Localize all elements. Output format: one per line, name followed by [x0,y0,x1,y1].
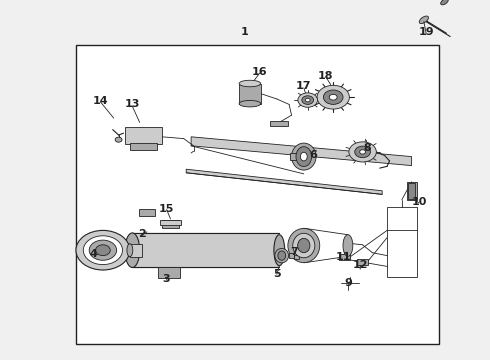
Bar [130,143,157,150]
Circle shape [323,90,343,104]
Bar [387,207,416,277]
Bar [158,267,180,278]
Circle shape [302,96,314,104]
Circle shape [349,142,376,162]
Bar [162,220,179,228]
Text: 13: 13 [124,99,140,109]
Text: 6: 6 [310,150,318,160]
Bar [407,182,416,200]
Bar [160,220,181,225]
Text: 14: 14 [93,96,108,106]
Ellipse shape [292,143,316,170]
Text: 12: 12 [352,260,368,270]
Bar [132,233,279,267]
Text: 15: 15 [159,204,174,214]
Text: 1: 1 [241,27,249,37]
Ellipse shape [293,233,315,258]
Ellipse shape [278,251,286,260]
Ellipse shape [300,152,307,161]
Ellipse shape [125,233,140,267]
Circle shape [96,245,110,256]
Text: 9: 9 [344,278,352,288]
Bar [76,45,439,344]
Bar [357,259,368,265]
Text: 18: 18 [318,71,334,81]
Text: 11: 11 [335,252,351,262]
Ellipse shape [239,100,261,107]
Ellipse shape [288,228,319,263]
Polygon shape [186,169,382,194]
Circle shape [83,236,122,265]
Bar [294,255,299,259]
Bar [125,127,162,144]
Text: 19: 19 [418,27,434,37]
Circle shape [115,137,122,142]
Ellipse shape [441,0,448,5]
Circle shape [89,240,117,260]
Text: 17: 17 [296,81,312,91]
Bar [339,254,350,260]
Text: 5: 5 [273,269,281,279]
Circle shape [360,150,366,154]
Bar [290,153,300,160]
Ellipse shape [296,147,312,166]
Text: 4: 4 [89,249,97,259]
Ellipse shape [343,235,353,256]
Bar [408,183,415,199]
Bar [130,244,142,257]
Bar [270,121,288,126]
Ellipse shape [274,235,285,266]
Circle shape [329,94,337,100]
Ellipse shape [297,238,310,253]
Circle shape [317,85,349,109]
Text: 16: 16 [252,67,268,77]
Bar [139,209,155,216]
Ellipse shape [239,80,261,87]
Polygon shape [191,137,412,166]
Circle shape [305,98,310,102]
Text: 7: 7 [290,247,298,257]
Ellipse shape [275,248,289,263]
Bar [289,253,294,258]
Text: 10: 10 [411,197,427,207]
Text: 8: 8 [364,143,371,153]
Ellipse shape [419,16,428,23]
Circle shape [76,230,130,270]
Text: 3: 3 [163,274,171,284]
Circle shape [298,93,318,107]
Text: 2: 2 [138,229,146,239]
Ellipse shape [127,244,133,257]
Circle shape [355,146,370,158]
Bar [239,84,261,104]
